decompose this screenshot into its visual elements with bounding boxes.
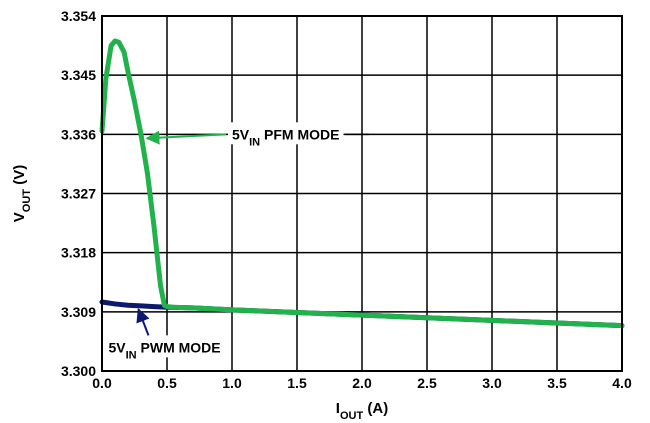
x-axis-title-main: I bbox=[336, 400, 340, 417]
annotation-subscript: IN bbox=[249, 136, 260, 148]
x-tick-label: 2.5 bbox=[417, 375, 437, 391]
annotation-background bbox=[228, 122, 344, 145]
series-group bbox=[99, 38, 625, 329]
y-tick-label: 3.309 bbox=[61, 304, 96, 320]
y-axis-title-rest: (V) bbox=[11, 165, 28, 189]
y-axis-title-subscript: OUT bbox=[21, 189, 33, 213]
axis-titles: IOUT (A)VOUT (V) bbox=[11, 165, 388, 422]
x-tick-label: 0.0 bbox=[92, 375, 112, 391]
y-tick-label: 3.345 bbox=[61, 67, 96, 83]
annotation-label: 5VIN PWM MODE bbox=[109, 339, 221, 361]
annotation-subscript: IN bbox=[126, 349, 137, 361]
annotation-rest: PWM MODE bbox=[137, 339, 221, 355]
x-axis-title: IOUT (A) bbox=[336, 400, 388, 422]
series-line-1 bbox=[99, 38, 625, 329]
x-tick-label: 3.0 bbox=[482, 375, 502, 391]
y-tick-label: 3.336 bbox=[61, 126, 96, 142]
tick-labels: 0.0 0.5 1.0 1.5 2.0 2.5 3.0 3.5 4.0 3.300 3.309 3.3… bbox=[61, 8, 632, 391]
grid bbox=[101, 15, 623, 372]
annotation-rest: PFM MODE bbox=[260, 126, 339, 142]
y-axis-title-main: V bbox=[11, 212, 28, 222]
x-tick-label: 0.5 bbox=[157, 375, 177, 391]
annotation-background bbox=[104, 335, 225, 358]
annotation-main: 5V bbox=[232, 126, 250, 142]
y-tick-label: 3.300 bbox=[61, 363, 96, 379]
y-tick-label: 3.318 bbox=[61, 245, 96, 261]
plot-frame bbox=[101, 15, 623, 372]
x-tick-label: 4.0 bbox=[612, 375, 632, 391]
x-tick-label: 2.0 bbox=[352, 375, 372, 391]
annotation-arrow bbox=[145, 130, 227, 145]
y-tick-label: 3.354 bbox=[61, 8, 96, 24]
y-axis-title: VOUT (V) bbox=[11, 165, 33, 222]
y-tick-label: 3.327 bbox=[61, 186, 96, 202]
annotation-label: 5VIN PFM MODE bbox=[232, 126, 339, 148]
x-tick-label: 3.5 bbox=[547, 375, 567, 391]
x-tick-label: 1.0 bbox=[222, 375, 242, 391]
x-tick-label: 1.5 bbox=[287, 375, 307, 391]
x-axis-title-rest: (A) bbox=[363, 400, 388, 417]
x-axis-title-subscript: OUT bbox=[340, 410, 364, 422]
annotation-arrow bbox=[136, 307, 150, 336]
annotation-main: 5V bbox=[109, 339, 127, 355]
